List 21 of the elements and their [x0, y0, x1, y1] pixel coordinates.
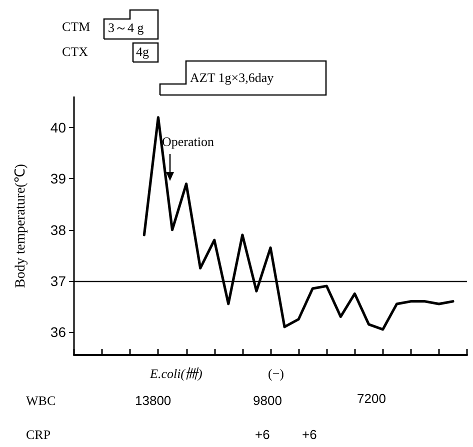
text: 7200 [357, 391, 386, 406]
y-tick-label: 37 [50, 272, 66, 289]
y-tick-label: 38 [50, 222, 66, 238]
text: CTX [62, 44, 89, 59]
text: 4g [136, 44, 150, 59]
text: +6 [302, 427, 317, 442]
text: 9800 [253, 393, 282, 408]
text: CRP [26, 427, 51, 442]
y-axis-title: Body temperature(℃) [14, 164, 28, 288]
text: AZT 1g×3,6day [190, 70, 274, 85]
text: +6 [255, 427, 270, 442]
annotation: Operation [162, 134, 214, 149]
text: 3～4 g [108, 20, 144, 35]
text: CTM [62, 19, 91, 34]
text: E.coli(卌) [149, 366, 202, 381]
y-tick-label: 39 [50, 170, 66, 187]
y-tick-label: 40 [50, 120, 66, 136]
text: WBC [26, 393, 56, 408]
y-tick-label: 36 [50, 324, 66, 340]
text: (−) [268, 366, 284, 381]
text: 13800 [135, 393, 172, 408]
